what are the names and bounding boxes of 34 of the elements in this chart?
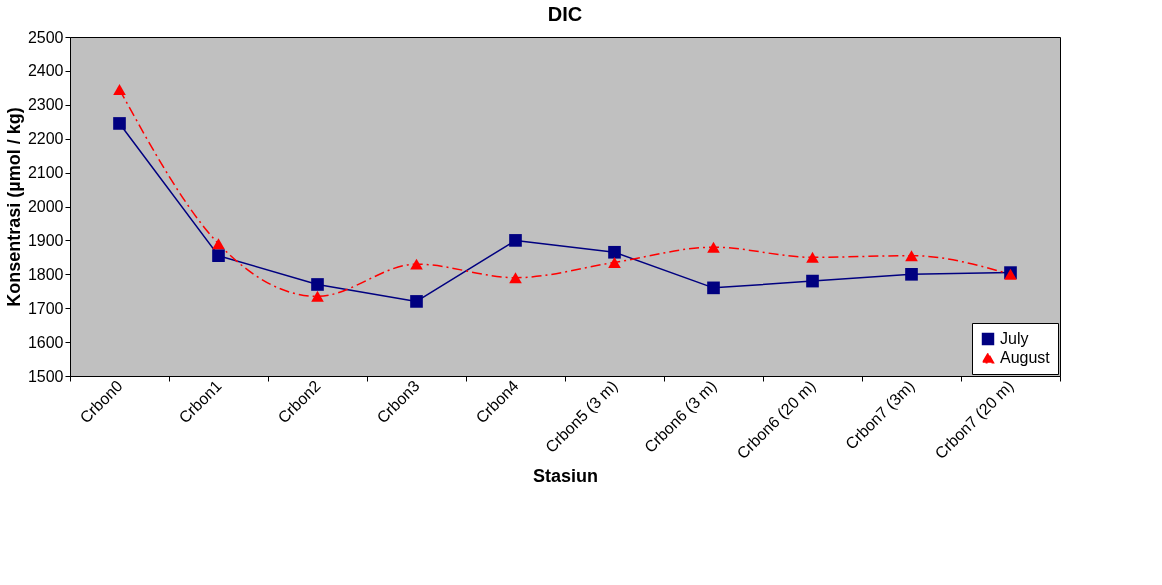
point [509,234,522,247]
point [608,256,621,268]
y-axis-title: Konsentrasi (µmol / kg) [3,107,24,307]
point [707,241,720,253]
point [608,245,621,259]
y-tick-label: 1500 [27,367,64,385]
point [707,281,720,295]
y-tick-label: 1800 [27,265,64,283]
point [212,249,225,262]
point [311,290,324,302]
y-tick-label: 2200 [27,130,64,148]
y-tick-label: 1600 [27,333,64,351]
point [410,295,423,308]
point [410,258,423,270]
point [212,238,225,250]
point [509,272,522,284]
x-axis-title: Stasiun [532,466,599,487]
y-tick-label: 1700 [27,299,64,317]
y-tick-label: 2300 [27,96,64,114]
point [905,250,918,262]
point [806,274,819,288]
y-tick-label: 2100 [27,164,64,182]
chart-title: DIC [547,3,583,25]
legend-label: July [1000,330,1029,347]
y-tick-label: 2500 [27,28,64,46]
y-tick-label: 2400 [27,62,64,80]
legend-label: August [1000,349,1051,366]
point [806,251,819,263]
y-tick-label: 1900 [27,231,64,249]
point [113,84,126,96]
point [905,267,918,281]
point [113,117,126,130]
y-tick-label: 2000 [27,198,64,215]
point [311,278,324,291]
